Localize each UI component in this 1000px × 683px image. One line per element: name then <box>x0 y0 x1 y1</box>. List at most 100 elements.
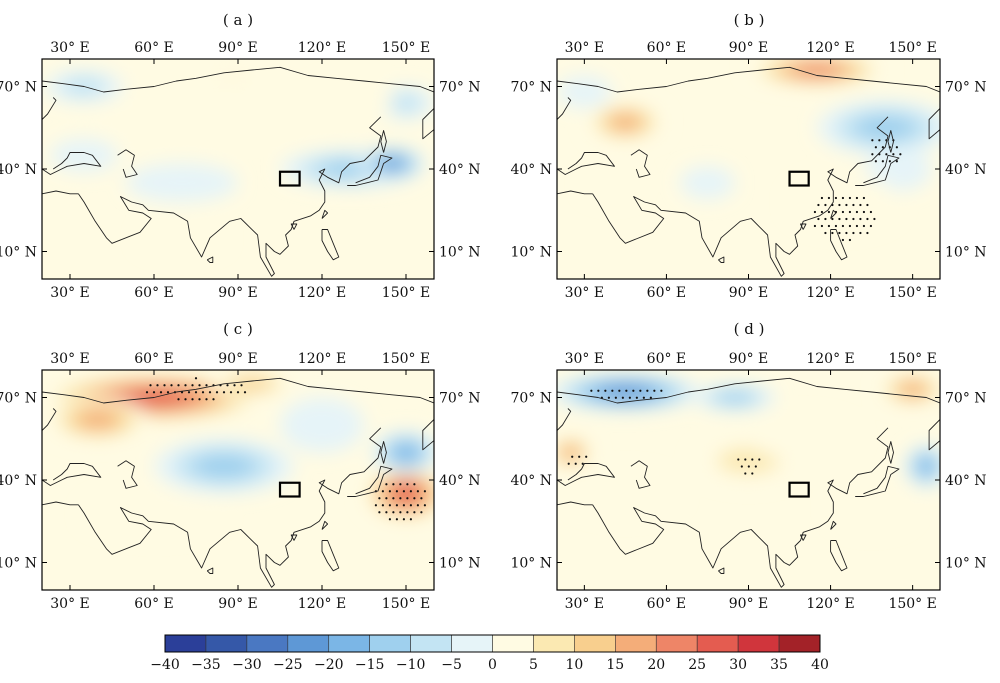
lat-tick-label-right: 70° N <box>945 80 987 96</box>
colorbar-swatch <box>737 634 780 653</box>
lon-tick-label-top: 60° E <box>134 40 173 56</box>
stipple-dot <box>423 490 426 493</box>
stipple-dot <box>740 465 743 468</box>
coastline <box>830 229 848 261</box>
lat-tick-label-left: 70° N <box>0 80 37 96</box>
coastline <box>557 66 940 93</box>
coastline <box>42 97 57 120</box>
stipple-dot <box>871 139 874 142</box>
lon-tick-label-bottom: 60° E <box>647 285 686 301</box>
coastline <box>290 223 298 230</box>
stipple-dot <box>866 217 869 221</box>
colorbar-swatch <box>451 634 493 653</box>
lon-tick-label-top: 30° E <box>565 40 604 56</box>
lon-tick-label-bottom: 120° E <box>298 596 346 612</box>
stipple-dot <box>229 391 233 394</box>
stipple-dot <box>205 384 208 387</box>
stipple-dot <box>845 217 848 221</box>
coastlines <box>557 377 940 588</box>
anomaly-blob <box>855 115 915 140</box>
stipple-dot <box>205 398 208 401</box>
anomaly-blob <box>126 163 238 202</box>
stipple-dot <box>869 210 873 214</box>
colorbar-tick-label: −40 <box>150 657 180 673</box>
colorbar-swatch <box>655 634 698 653</box>
lat-tick-label-left: 70° N <box>0 391 37 407</box>
colorbar-tick-label: 15 <box>606 657 624 673</box>
lon-tick-label-top: 150° E <box>888 351 936 367</box>
lat-tick-label-right: 70° N <box>439 391 481 407</box>
coastline <box>117 149 138 178</box>
stipple-dot <box>838 217 841 221</box>
anomaly-blob <box>717 391 753 404</box>
coastline <box>800 223 807 230</box>
stipple-dot <box>409 518 412 521</box>
stipple-dot <box>888 160 891 163</box>
coastline <box>800 534 807 541</box>
anomaly-blob <box>900 383 925 396</box>
stipple-dot <box>817 203 820 207</box>
stipple-dot <box>395 490 398 493</box>
lon-tick-label-bottom: 60° E <box>647 596 686 612</box>
panel-label-b: ( b ) <box>734 11 765 29</box>
stipple-dot <box>420 497 423 500</box>
stipple-dot <box>392 483 395 486</box>
stipple-dot <box>855 210 859 214</box>
anomaly-blob <box>717 448 780 474</box>
colorbar-tick-label: −5 <box>441 657 462 673</box>
stipple-dot <box>859 203 862 207</box>
coastline <box>557 501 593 506</box>
lat-tick-label-left: 40° N <box>0 162 37 178</box>
coastline <box>42 190 79 195</box>
stipple-dot <box>423 504 426 507</box>
stipple-dot <box>243 391 247 394</box>
stipple-dot <box>191 398 194 401</box>
coastline <box>855 154 900 186</box>
stipple-dot <box>399 497 402 500</box>
colorbar-tick-label: −10 <box>396 657 426 673</box>
lon-tick-label-top: 120° E <box>298 351 346 367</box>
stipple-dot <box>852 217 855 221</box>
lat-tick-label-right: 40° N <box>945 473 987 489</box>
stipple-dot <box>744 472 747 475</box>
stipple-dot <box>409 490 412 493</box>
lon-tick-label-bottom: 30° E <box>50 285 89 301</box>
anomaly-blob <box>233 377 271 390</box>
lat-tick-label-left: 70° N <box>510 391 552 407</box>
stipple-dot <box>198 398 201 401</box>
colorbar-tick-label: −20 <box>314 657 344 673</box>
coastline <box>347 465 393 497</box>
study-region-box <box>278 170 301 187</box>
coastline <box>928 419 940 451</box>
lon-tick-label-top: 90° E <box>729 351 768 367</box>
anomaly-field <box>557 372 940 530</box>
coastline <box>42 152 102 175</box>
stipple-dot <box>149 384 152 387</box>
colorbar-swatch <box>696 634 739 653</box>
anomaly-blob <box>795 64 839 76</box>
stipple-dot <box>409 504 412 507</box>
stipple-dot <box>899 153 902 156</box>
panel-a: ( a ) 30° E 30° E 60° E 60° E 90° E 90° E 120°… <box>0 11 481 301</box>
stipple-dot <box>838 203 841 207</box>
coastline <box>557 190 593 195</box>
stipple-dot <box>385 483 388 486</box>
lat-tick-label-right: 10° N <box>439 245 481 261</box>
stipple-dot <box>567 462 570 465</box>
stipple-dot <box>166 391 170 394</box>
stipple-dot <box>413 511 416 514</box>
colorbar-swatch <box>287 634 330 653</box>
coastline <box>206 256 214 263</box>
lat-tick-label-left: 40° N <box>510 473 552 489</box>
stipple-dot <box>841 196 845 200</box>
stipple-dot <box>838 231 841 235</box>
coastline <box>321 540 340 572</box>
anomaly-blob <box>918 458 935 475</box>
stipple-dot <box>208 391 212 394</box>
study-region-box <box>788 170 810 187</box>
stipple-dot <box>388 518 391 521</box>
stipple-dot <box>215 391 219 394</box>
stipple-dot <box>866 203 869 207</box>
lon-tick-label-top: 90° E <box>729 40 768 56</box>
significance-stipple <box>813 139 902 242</box>
